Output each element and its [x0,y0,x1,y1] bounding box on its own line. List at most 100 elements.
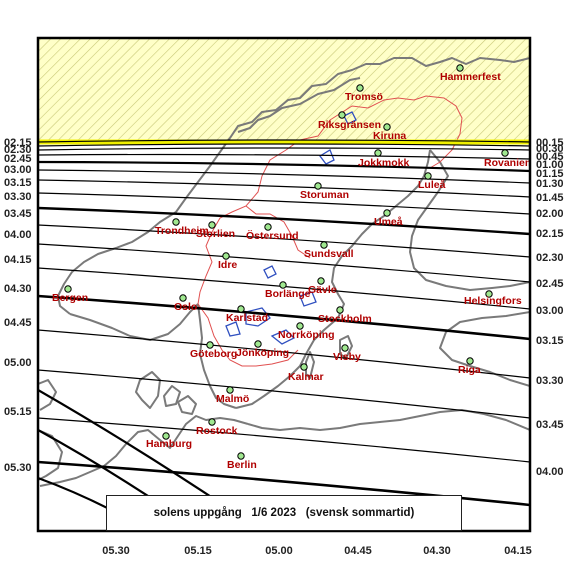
contour-line [38,153,530,160]
contour-line [38,169,530,184]
sweden-border [197,95,463,367]
city-marker [341,344,349,352]
city-marker [162,432,170,440]
city-marker [179,294,187,302]
contour-line [38,192,530,215]
city-hamburg: Hamburg [146,432,192,450]
city-gävle: Gävle [308,277,337,296]
city-jönköping: Jönköping [236,340,289,359]
city-label: Tromsö [345,91,383,103]
left-time-label: 04.30 [4,283,32,295]
city-label: Umeå [374,216,403,228]
city-marker [338,111,346,119]
city-malmö: Malmö [216,386,249,405]
city-marker [356,84,364,92]
map-caption: solens uppgång 1/6 2023 (svensk sommarti… [153,507,415,519]
left-time-label: 03.30 [4,191,32,203]
city-label: Oslo [174,301,197,313]
right-time-label: 00.15 [536,137,564,149]
city-oslo: Oslo [174,294,197,313]
contour-line [38,143,530,147]
city-marker [300,363,308,371]
contour-line [38,329,530,379]
city-marker [317,277,325,285]
contour-line [38,369,530,419]
bottom-time-label: 05.00 [265,545,293,557]
city-göteborg: Göteborg [190,341,237,360]
city-rovaniemi: Rovaniemi [484,149,530,169]
city-label: Storlien [196,228,235,240]
city-marker [383,209,391,217]
city-trondheim: Trondheim [155,218,209,237]
city-label: Hammerfest [440,71,501,83]
right-time-label: 02.30 [536,252,564,264]
city-label: Göteborg [190,348,237,360]
city-marker [222,252,230,260]
city-idre: Idre [218,252,237,271]
left-time-label: 05.00 [4,357,32,369]
city-label: Kiruna [373,130,406,142]
city-marker [314,182,322,190]
bottom-time-labels: 05.30 05.15 05.00 04.45 04.30 04.15 [102,545,532,557]
city-marker [208,221,216,229]
map-frame [36,36,532,533]
bottom-time-label: 04.15 [504,545,532,557]
city-label: Jokkmokk [358,157,410,169]
lakes [225,111,357,345]
contour-line [38,139,530,143]
city-marker [172,218,180,226]
bottom-time-label: 04.45 [344,545,372,557]
city-label: Storuman [300,189,349,201]
city-marker [374,149,382,157]
bottom-time-label: 05.15 [184,545,212,557]
contour-line [38,179,530,198]
right-time-label: 03.30 [536,375,564,387]
city-stockholm: Stockholm [318,306,372,325]
city-marker [456,64,464,72]
city-label: Riga [458,364,481,376]
city-marker [296,322,304,330]
city-marker [383,123,391,131]
left-time-label: 04.45 [4,317,32,329]
right-time-label: 01.45 [536,192,564,204]
city-helsingfors: Helsingfors [464,290,522,307]
city-marker [208,418,216,426]
city-berlin: Berlin [227,452,257,471]
city-karlstad: Karlstad [226,305,268,324]
contour-line [38,243,530,283]
city-riga: Riga [458,357,481,376]
city-borlänge: Borlänge [265,281,311,300]
city-label: Luleå [418,179,446,191]
right-time-label: 01.15 [536,168,564,180]
right-time-label: 01.00 [536,159,564,171]
city-marker [264,223,272,231]
left-time-label: 03.00 [4,164,32,176]
contour-line [38,460,530,507]
right-time-label: 00.45 [536,151,564,163]
city-label: Helsingfors [464,295,522,307]
city-sundsvall: Sundsvall [304,241,354,260]
right-time-label: 02.00 [536,208,564,220]
city-label: Malmö [216,393,249,405]
city-marker [279,281,287,289]
left-time-label: 04.00 [4,229,32,241]
city-marker [485,290,493,298]
city-label: Östersund [246,229,299,242]
city-label: Idre [218,259,237,271]
city-marker [466,357,474,365]
city-kiruna: Kiruna [373,123,406,142]
contour-line [38,160,530,173]
left-time-label: 05.15 [4,406,32,418]
city-jokkmokk: Jokkmokk [358,149,410,169]
city-label: Visby [333,351,361,363]
right-time-label: 02.45 [536,278,564,290]
left-time-label: 02.45 [4,153,32,165]
left-time-label: 03.45 [4,208,32,220]
contour-line [38,417,530,463]
city-label: Jönköping [236,347,289,359]
city-marker [424,172,432,180]
right-time-label: 03.45 [536,419,564,431]
left-time-label: 02.30 [4,144,32,156]
contour-line [38,224,530,258]
